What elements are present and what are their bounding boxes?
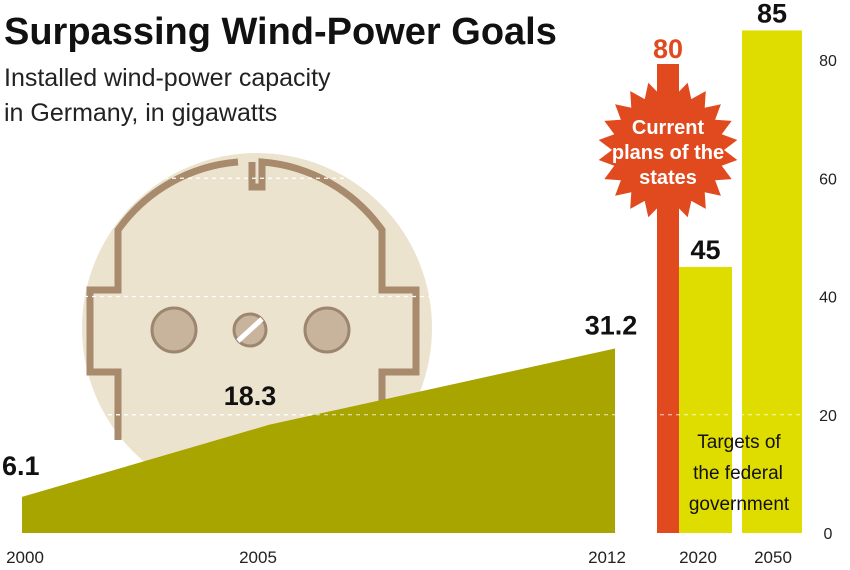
y-tick-label-60: 60 [819,171,837,188]
x-tick-label-2020: 2020 [679,548,717,567]
state-plans-label-line-3: states [639,167,697,189]
area-series [22,348,615,533]
state-plans-label-line-1: Current [632,117,705,139]
area-data-label-2005: 18.3 [224,381,277,411]
federal-targets-label-line-1: Targets of [697,432,781,453]
federal-targets-label-line-3: government [689,494,790,515]
x-tick-label-2012: 2012 [588,548,626,567]
area-data-label-2000: 6.1 [2,451,40,481]
chart-labels: 6.1 18.3 31.2 2000 2005 2012 0 20 40 60 80 80 45 85 20… [2,0,837,567]
chart-subtitle-line-1: Installed wind-power capacity [4,64,331,92]
chart-subtitle-line-2: in Germany, in gigawatts [4,99,277,127]
chart-title: Surpassing Wind-Power Goals [4,11,557,53]
federal-targets-label-line-2: the federal [693,463,783,484]
data-label-federal-targets-2020: 45 [690,235,720,265]
socket-hole-left [150,306,198,354]
x-tick-label-2050: 2050 [754,548,792,567]
data-label-state-plans-2020: 80 [653,34,683,64]
socket-hole-right [303,306,351,354]
data-label-federal-targets-2050: 85 [757,0,787,28]
y-tick-label-40: 40 [819,290,837,307]
bar-federal-targets-2050 [742,30,802,533]
bar-federal-targets-2020 [679,266,732,533]
x-tick-label-2005: 2005 [239,548,277,567]
x-tick-label-2000: 2000 [6,548,44,567]
y-tick-label-20: 20 [819,408,837,425]
plot-area [21,30,802,533]
y-tick-label-0: 0 [824,526,833,543]
area-data-label-2012: 31.2 [585,311,638,341]
starburst-connector [661,66,675,84]
socket-recess-outline [86,158,420,440]
starburst-icon [598,80,738,220]
y-tick-label-80: 80 [819,53,837,70]
state-plans-label-line-2: plans of the [612,142,724,164]
socket-ground-slot [236,317,264,343]
